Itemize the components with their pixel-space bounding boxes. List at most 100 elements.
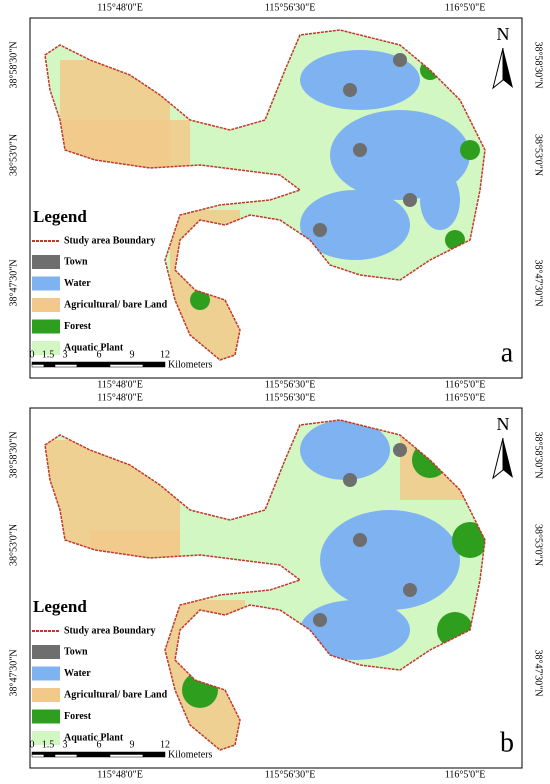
scale-segment: [31, 364, 45, 368]
scale-segment: [76, 751, 111, 755]
scale-segment: [31, 751, 45, 755]
left-coordinate: 38°53'0"N: [8, 524, 19, 566]
legend-label: Town: [64, 256, 88, 267]
scale-segment: [142, 751, 166, 755]
legend-label: Town: [64, 646, 88, 657]
legend-label: Aquatic Plant: [64, 342, 124, 353]
right-coordinate: 38°47'30"N: [533, 649, 544, 696]
scale-segment: [54, 364, 78, 368]
legend-swatch: [32, 645, 60, 659]
water-patch: [300, 420, 390, 480]
scale-segment: [109, 361, 144, 365]
scale-segment: [76, 754, 111, 758]
bottom-coordinate: 116°5'0"E: [445, 379, 486, 390]
scale-segment: [109, 754, 144, 758]
legend-label: Agricultural/ bare Land: [64, 689, 168, 700]
forest-patch: [452, 522, 485, 558]
legend-label: Water: [64, 278, 91, 289]
panel-label: b: [500, 727, 514, 758]
scale-tick: 3: [63, 349, 68, 360]
left-coordinate: 38°58'30"N: [8, 431, 19, 478]
scale-segment: [142, 754, 166, 758]
legend-swatch: [32, 276, 60, 291]
left-coordinate: 38°47'30"N: [8, 649, 19, 696]
scale-segment: [142, 361, 166, 365]
legend-swatch: [32, 255, 60, 269]
left-coordinate: 38°58'30"N: [8, 41, 19, 88]
scale-segment: [109, 751, 144, 755]
town-patch: [343, 473, 357, 487]
water-patch: [300, 190, 410, 260]
scale-segment: [54, 754, 78, 758]
town-patch: [313, 223, 327, 237]
scale-tick: 0: [30, 739, 35, 750]
scale-segment: [76, 364, 111, 368]
bottom-coordinate: 116°5'0"E: [445, 769, 486, 780]
town-patch: [403, 193, 417, 207]
map-panel: 115°48'0"E 115°56'30"E 116°5'0"E 115°48'0"E…: [8, 392, 543, 780]
legend-title: Legend: [33, 207, 87, 226]
legend-label: Water: [64, 668, 91, 679]
north-label: N: [497, 24, 510, 44]
right-coordinate: 38°53'0"N: [533, 134, 544, 176]
left-coordinate: 38°47'30"N: [8, 259, 19, 306]
town-patch: [393, 53, 407, 67]
bottom-coordinate: 115°48'0"E: [97, 769, 143, 780]
bottom-coordinate: 115°48'0"E: [97, 379, 143, 390]
forest-patch: [190, 290, 210, 310]
legend-swatch: [32, 319, 60, 334]
north-arrow: [503, 438, 513, 478]
right-coordinate: 38°47'30"N: [533, 259, 544, 306]
scale-tick: 1.5: [42, 739, 55, 750]
top-coordinate: 115°48'0"E: [97, 2, 143, 13]
scale-tick: 6: [97, 349, 102, 360]
top-coordinate: 116°5'0"E: [445, 392, 486, 403]
top-coordinate: 115°56'30"E: [265, 392, 316, 403]
scale-tick: 9: [130, 349, 135, 360]
top-coordinate: 116°5'0"E: [445, 2, 486, 13]
bottom-coordinate: 115°56'30"E: [265, 769, 316, 780]
legend-label: Study area Boundary: [64, 625, 156, 636]
scale-tick: 1.5: [42, 349, 55, 360]
town-patch: [353, 533, 367, 547]
water-patch: [300, 50, 420, 110]
town-patch: [313, 613, 327, 627]
town-patch: [393, 443, 407, 457]
legend-label: Forest: [64, 711, 92, 722]
scale-segment: [142, 364, 166, 368]
scale-segment: [31, 361, 45, 365]
scale-segment: [43, 364, 56, 368]
legend-label: Agricultural/ bare Land: [64, 299, 168, 310]
legend-swatch: [32, 688, 60, 702]
scale-segment: [31, 754, 45, 758]
scale-tick: 0: [30, 349, 35, 360]
legend-label: Aquatic Plant: [64, 732, 124, 743]
legend-swatch: [32, 341, 60, 355]
scale-tick: 9: [130, 739, 135, 750]
bottom-coordinate: 115°56'30"E: [265, 379, 316, 390]
legend-title: Legend: [33, 597, 87, 616]
north-label: N: [497, 414, 510, 434]
north-arrow: [503, 48, 513, 88]
scale-segment: [54, 751, 78, 755]
legend-label: Study area Boundary: [64, 235, 156, 246]
scale-unit: Kilometers: [168, 749, 213, 760]
legend-swatch: [32, 709, 60, 724]
scale-segment: [54, 361, 78, 365]
scale-tick: 6: [97, 739, 102, 750]
water-patch: [300, 600, 410, 660]
map-panel: 115°48'0"E 115°56'30"E 116°5'0"E 115°48'0"E…: [8, 2, 543, 390]
forest-patch: [460, 140, 480, 160]
town-patch: [343, 83, 357, 97]
scale-tick: 3: [63, 739, 68, 750]
water-patch: [320, 510, 460, 610]
scale-tick: 12: [160, 349, 170, 360]
town-patch: [353, 143, 367, 157]
town-patch: [403, 583, 417, 597]
scale-segment: [76, 361, 111, 365]
scale-tick: 12: [160, 739, 170, 750]
scale-segment: [43, 751, 56, 755]
right-coordinate: 38°58'30"N: [533, 41, 544, 88]
scale-segment: [43, 361, 56, 365]
